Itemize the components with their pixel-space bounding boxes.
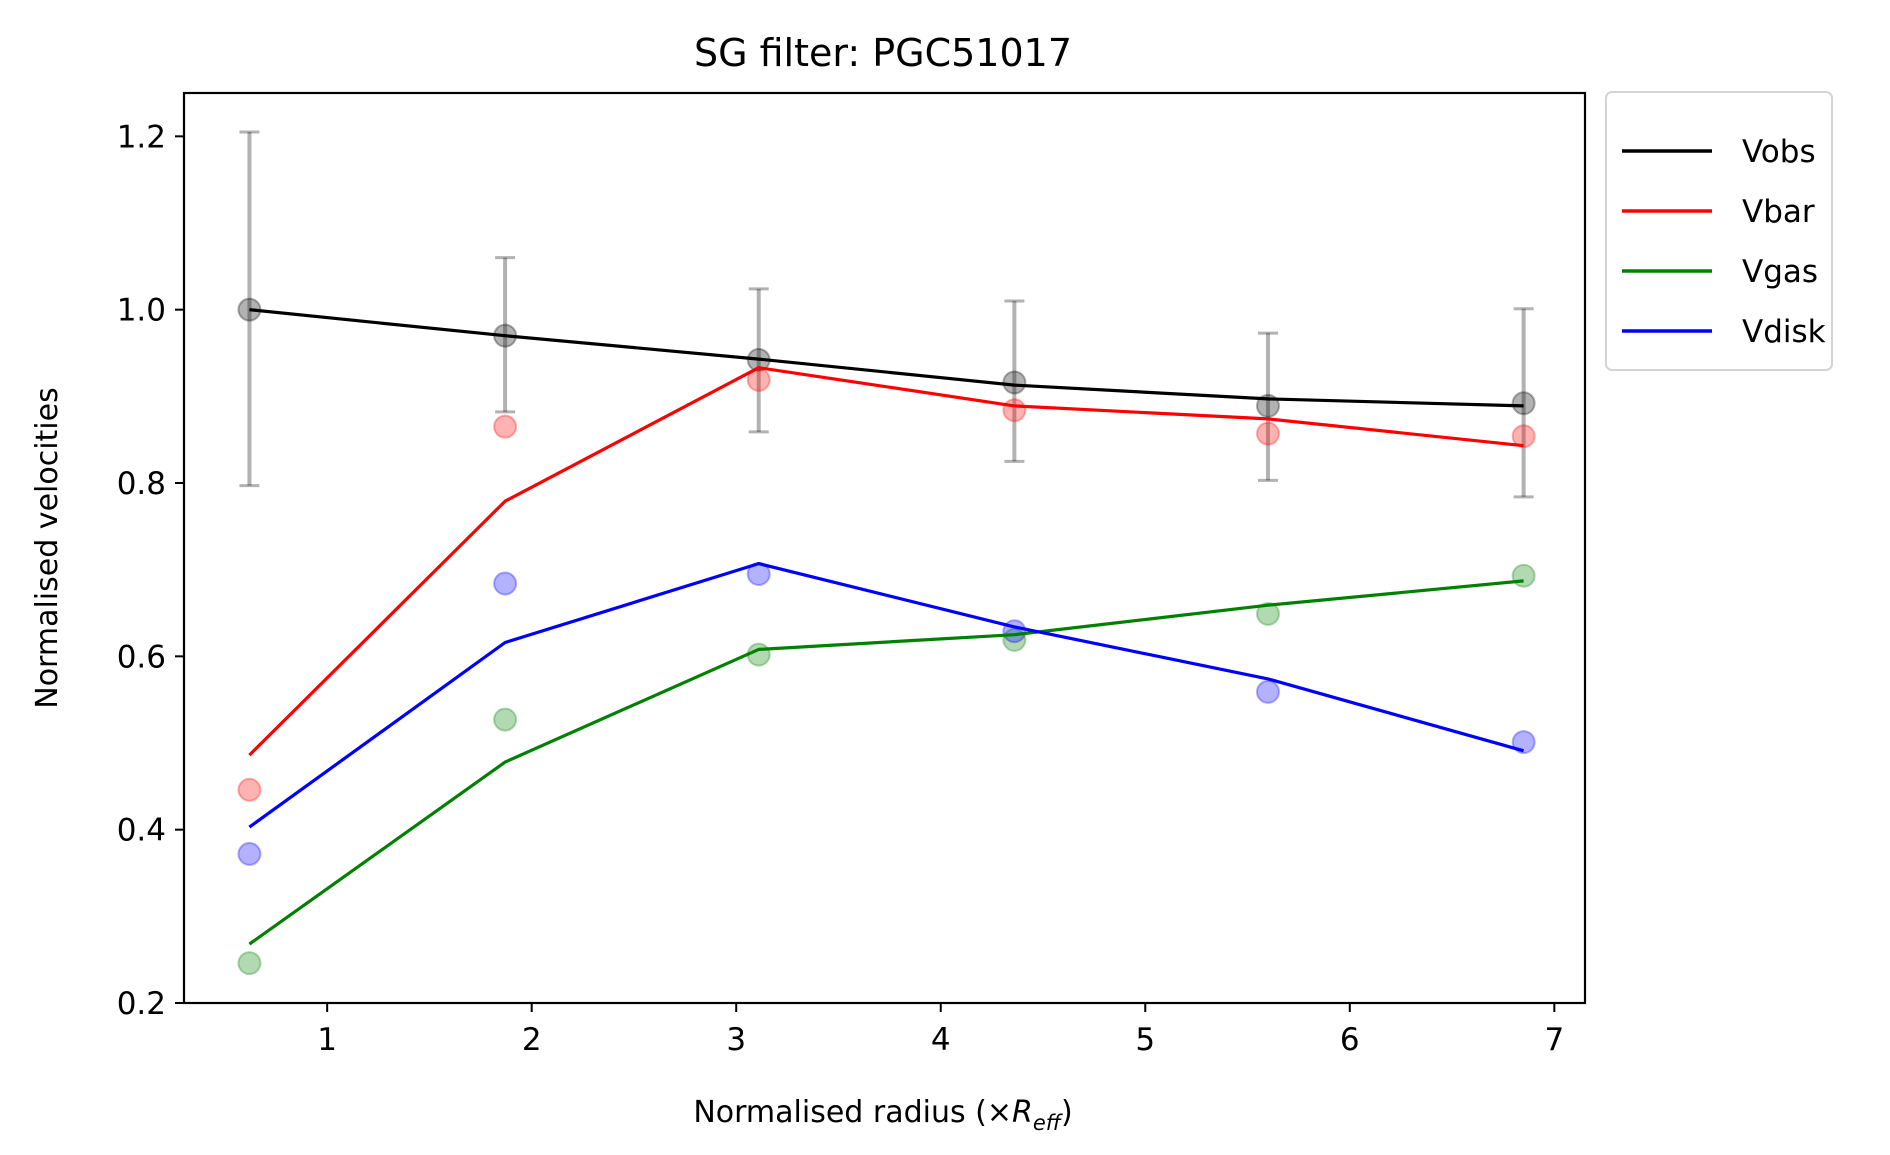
x-tick-label: 4	[931, 1022, 951, 1058]
y-tick-label: 1.2	[117, 119, 166, 155]
series-line-vdisk	[248, 561, 1525, 829]
error-bars	[239, 130, 1534, 499]
y-tick-label: 1.0	[117, 293, 166, 329]
data-point-vdisk	[237, 841, 262, 866]
legend-box	[1605, 91, 1833, 371]
y-tick-label: 0.8	[117, 466, 166, 502]
legend-label-vbar: Vbar	[1742, 194, 1815, 230]
data-point-vobs	[1002, 370, 1027, 395]
y-axis: 0.2 0.4 0.6 0.8 1.0 1.2	[117, 119, 184, 1022]
scatter-points	[237, 297, 1536, 976]
data-point-vbar	[1002, 398, 1027, 423]
plot-frame	[182, 91, 1587, 1005]
y-tick-label: 0.4	[117, 813, 166, 849]
x-tick-label: 5	[1135, 1022, 1155, 1058]
x-axis-label-prefix: Normalised radius (×	[693, 1095, 1012, 1130]
data-point-vbar	[493, 414, 518, 439]
data-point-vbar	[1255, 421, 1280, 446]
x-tick-label: 3	[726, 1022, 746, 1058]
x-axis-label-symbol: R	[1012, 1095, 1033, 1130]
data-point-vgas	[1255, 601, 1280, 626]
data-point-vdisk	[1255, 679, 1280, 704]
data-point-vgas	[1511, 563, 1536, 588]
series-line-vobs	[249, 308, 1524, 408]
data-point-vgas	[237, 951, 262, 976]
legend-label-vobs: Vobs	[1742, 134, 1816, 170]
series-line-vgas	[248, 579, 1524, 946]
data-point-vgas	[493, 707, 518, 732]
data-point-vbar	[1511, 424, 1536, 449]
x-axis-label-suffix: )	[1061, 1095, 1073, 1130]
x-axis-label-subscript: eff	[1033, 1111, 1064, 1135]
x-tick-label: 2	[522, 1022, 542, 1058]
x-tick-label: 7	[1544, 1022, 1564, 1058]
data-point-vdisk	[493, 571, 518, 596]
data-point-vgas	[746, 642, 771, 667]
x-axis-label: Normalised radius (×Reff)	[693, 1095, 1072, 1135]
series-line-vbar	[248, 366, 1524, 757]
legend: Vobs Vbar Vgas Vdisk	[1605, 91, 1833, 371]
data-point-vbar	[237, 777, 262, 802]
legend-label-vdisk: Vdisk	[1742, 314, 1826, 350]
y-tick-label: 0.6	[117, 639, 166, 675]
y-tick-label: 0.2	[117, 986, 166, 1022]
x-tick-label: 6	[1340, 1022, 1360, 1058]
series-lines	[248, 308, 1525, 946]
x-axis: 1 2 3 4 5 6 7	[317, 1003, 1564, 1058]
legend-label-vgas: Vgas	[1742, 254, 1818, 290]
chart-title: SG filter: PGC51017	[694, 31, 1072, 75]
y-axis-label: Normalised velocities	[30, 387, 65, 708]
x-tick-label: 1	[317, 1022, 337, 1058]
data-point-vobs	[1511, 391, 1536, 416]
